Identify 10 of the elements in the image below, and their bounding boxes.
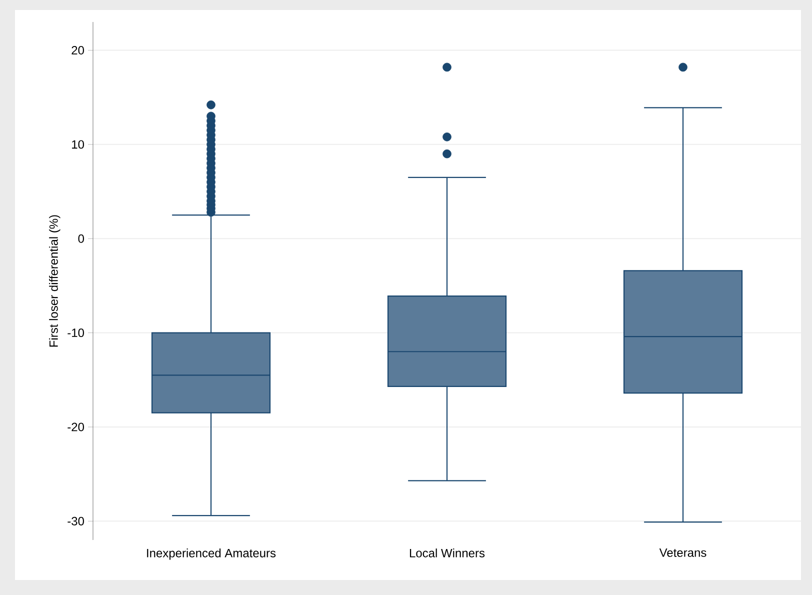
y-tick-label: -30 xyxy=(68,516,84,526)
y-tick-label: -10 xyxy=(68,328,84,338)
x-tick-label: Veterans xyxy=(659,548,706,557)
y-tick-label: -20 xyxy=(68,422,84,432)
y-tick-label: 0 xyxy=(78,234,84,243)
y-tick-label: 20 xyxy=(72,46,84,54)
y-tick-label: 10 xyxy=(72,140,84,149)
x-tick-label: Local Winners xyxy=(410,548,485,558)
y-axis-title: First loser differential (%) xyxy=(49,215,60,347)
x-tick-label: Inexperienced Amateurs xyxy=(147,548,276,560)
